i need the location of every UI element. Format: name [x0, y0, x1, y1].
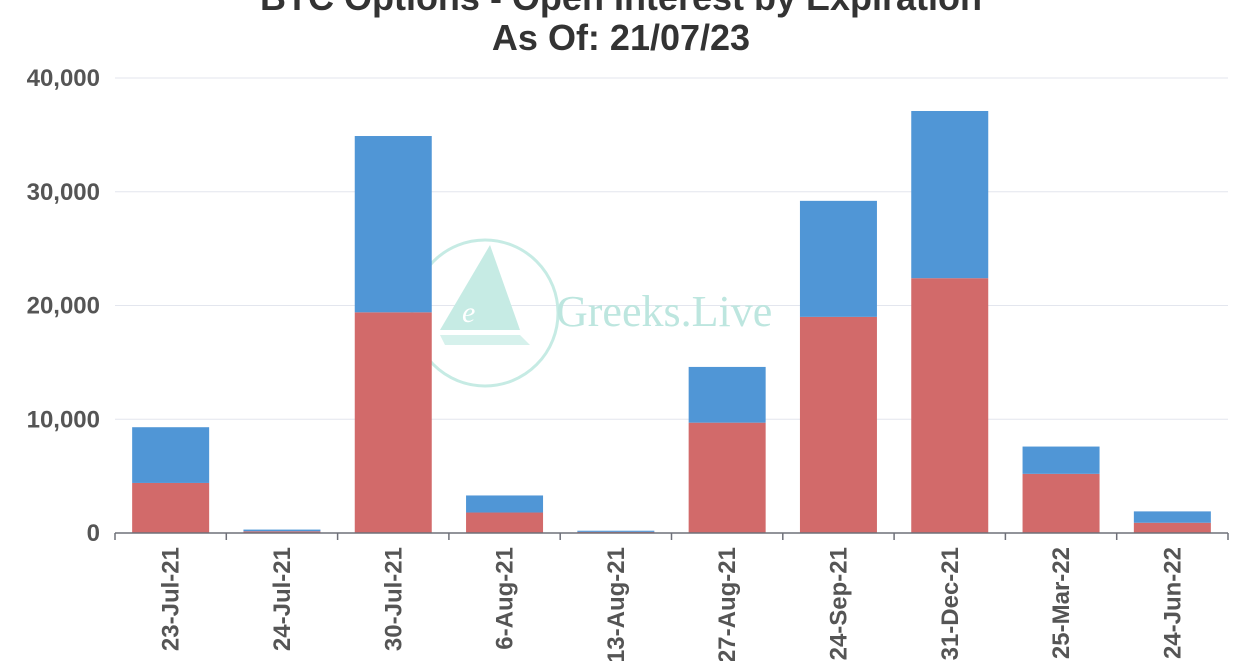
- chart-title: BTC Options - Open Interest by Expiratio…: [0, 0, 1242, 18]
- axes: [114, 532, 1229, 540]
- bar-segment: [911, 110, 989, 279]
- bar-segment: [688, 366, 766, 423]
- bar-segment: [799, 316, 877, 533]
- bar-segment: [911, 278, 989, 533]
- bar-segment: [243, 531, 321, 533]
- x-axis-ticks: 23-Jul-21 24-Jul-21 30-Jul-21 6-Aug-21 13-Au…: [158, 547, 1187, 661]
- chart-subtitle: As Of: 21/07/23: [491, 17, 751, 58]
- bar-segment: [688, 422, 766, 533]
- svg-text:e: e: [462, 296, 475, 329]
- y-tick-label: 10,000: [27, 406, 100, 433]
- y-axis-ticks: 0 10,000 20,000 30,000 40,000: [27, 65, 100, 547]
- x-tick-label: 27-Aug-21: [714, 547, 741, 661]
- x-tick-label: 31-Dec-21: [937, 547, 964, 660]
- bar-segment: [1022, 446, 1100, 474]
- bar-segment: [1133, 511, 1211, 523]
- bar-segment: [1022, 473, 1100, 533]
- x-tick-label: 13-Aug-21: [603, 547, 630, 661]
- y-tick-label: 30,000: [27, 179, 100, 206]
- gridlines: [115, 77, 1228, 420]
- watermark-logo: e Greeks.Live: [410, 238, 772, 388]
- y-tick-label: 20,000: [27, 293, 100, 320]
- bar-segment: [354, 312, 432, 533]
- x-tick-label: 6-Aug-21: [492, 547, 519, 650]
- bar-segment: [577, 530, 655, 532]
- bar-segment: [466, 512, 544, 533]
- bars: [132, 110, 1211, 533]
- bar-segment: [132, 482, 210, 533]
- x-tick-label: 24-Sep-21: [825, 547, 852, 660]
- x-tick-label: 24-Jul-21: [269, 547, 296, 651]
- bar-segment: [1133, 522, 1211, 533]
- x-tick-label: 30-Jul-21: [380, 547, 407, 651]
- x-tick-label: 23-Jul-21: [158, 547, 185, 651]
- bar-segment: [799, 200, 877, 317]
- bar-segment: [354, 136, 432, 313]
- x-tick-label: 25-Mar-22: [1048, 547, 1075, 659]
- y-tick-label: 40,000: [27, 65, 100, 92]
- bar-segment: [243, 529, 321, 532]
- y-tick-label: 0: [87, 520, 100, 547]
- x-tick-label: 24-Jun-22: [1159, 547, 1186, 659]
- bar-segment: [132, 427, 210, 483]
- bar-segment: [466, 495, 544, 513]
- watermark-text: Greeks.Live: [556, 287, 772, 336]
